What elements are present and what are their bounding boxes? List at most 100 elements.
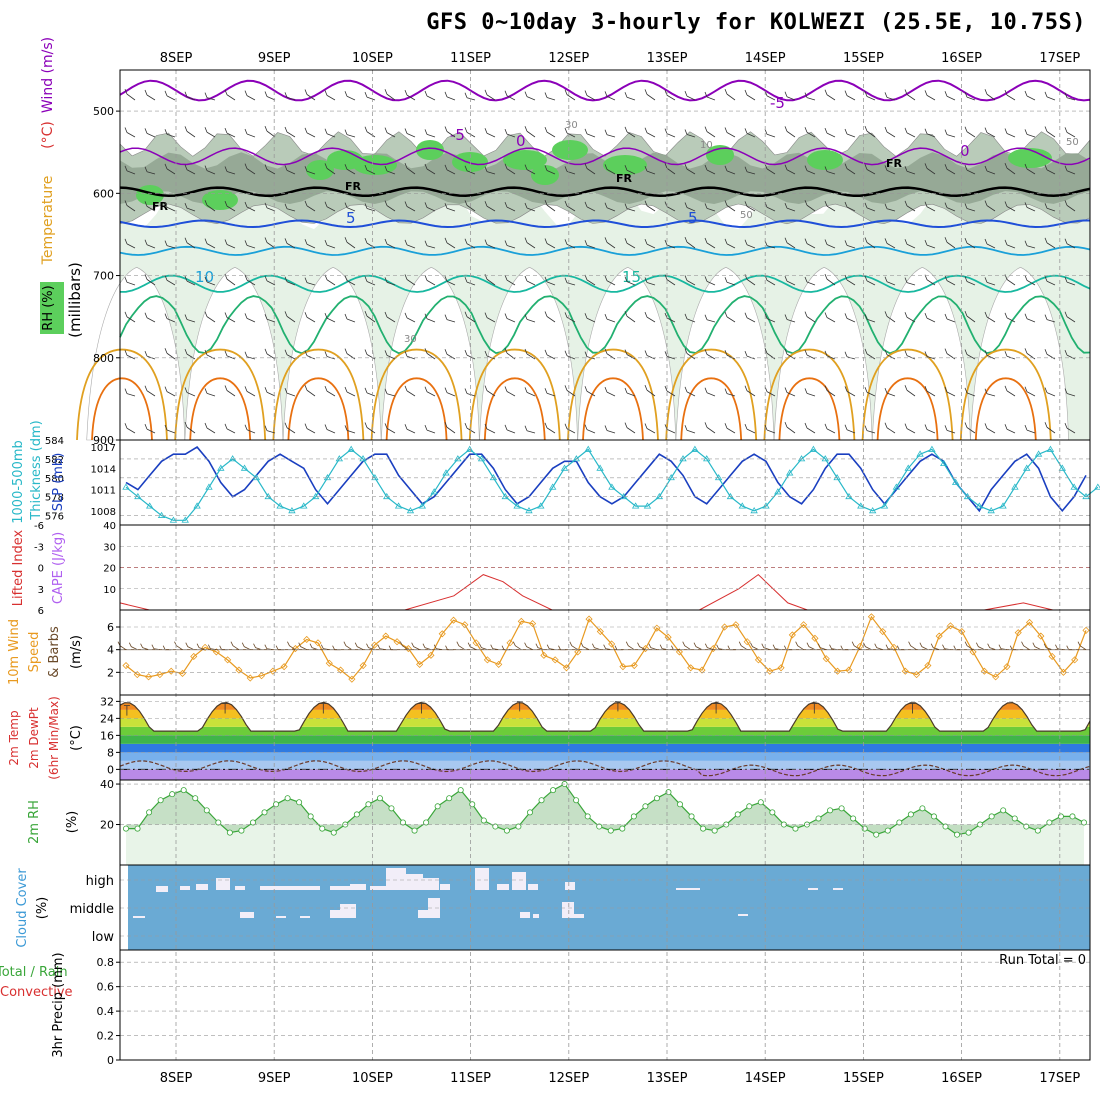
upper-wind-barb — [304, 312, 316, 323]
contour-label-10: 10 — [195, 268, 214, 286]
rh-2m-point — [492, 823, 499, 830]
upper-wind-barb — [164, 386, 176, 397]
contour-label-fr: FR — [345, 180, 362, 193]
cloud-bar — [180, 886, 190, 890]
upper-wind-barb — [704, 422, 716, 434]
upper-wind-barb — [944, 386, 956, 397]
upper-wind-barb — [604, 164, 616, 175]
panel-border — [119, 949, 1091, 1061]
wind-speed-point — [879, 627, 887, 636]
rh-2m-point — [1046, 819, 1053, 826]
wind-barb-10m — [975, 642, 985, 651]
upper-wind-barb — [504, 313, 516, 323]
upper-wind-barb — [504, 240, 516, 249]
upper-wind-barb — [1044, 349, 1056, 360]
upper-wind-barb — [1024, 129, 1036, 138]
upper-wind-barb — [204, 422, 216, 434]
upper-wind-barb — [804, 349, 816, 360]
upper-wind-barb — [884, 349, 896, 360]
thickness-point — [560, 464, 569, 471]
rh-2m-point — [1069, 813, 1076, 820]
upper-wind-barb — [224, 200, 236, 212]
wind-speed-point — [1082, 626, 1090, 634]
date-label-top: 11SEP — [450, 51, 491, 66]
cloud-level-label: middle — [70, 902, 114, 917]
upper-wind-barb — [724, 88, 736, 101]
thickness-point — [205, 483, 213, 490]
upper-wind-barb — [444, 164, 456, 175]
run-total-label: Run Total = 0 — [999, 953, 1086, 968]
upper-wind-barb — [984, 277, 996, 286]
wind-speed-point — [212, 648, 220, 656]
upper-wind-barb — [924, 385, 936, 397]
chart-title: GFS 0~10day 3-hourly for KOLWEZI (25.5E,… — [426, 10, 1086, 35]
upper-wind-barb — [624, 165, 636, 175]
wind-barb-10m — [829, 644, 838, 651]
rh-2m-point — [930, 813, 937, 820]
upper-wind-barb — [1064, 200, 1076, 212]
upper-wind-barb — [844, 90, 856, 101]
wind-barb-10m — [953, 645, 962, 651]
wind-barb-10m — [761, 643, 770, 651]
upper-wind-barb — [164, 348, 176, 360]
upper-wind-barb — [684, 425, 696, 434]
upper-wind-barb — [1064, 238, 1076, 249]
upper-wind-barb — [904, 350, 916, 360]
upper-wind-barb — [204, 388, 216, 397]
upper-wind-barb — [984, 423, 996, 434]
wind-barb-10m — [512, 641, 522, 650]
thickness-point — [394, 502, 403, 509]
upper-wind-barb — [904, 385, 916, 397]
wind-speed-point — [913, 671, 921, 679]
upper-wind-barb — [604, 313, 616, 323]
date-label-top: 17SEP — [1039, 51, 1080, 66]
upper-wind-barb — [444, 349, 456, 360]
upper-wind-barb — [244, 386, 256, 397]
temp-tick-label: 16 — [100, 729, 114, 742]
temp-10-contour — [119, 245, 1091, 256]
upper-wind-barb — [704, 349, 716, 360]
wind-barb-10m — [682, 641, 691, 650]
wind-speed-point — [269, 667, 277, 675]
wind-speed-point — [416, 660, 424, 668]
cloud-bar — [512, 872, 526, 890]
rh-green-blob — [503, 150, 547, 170]
cloud-bar — [240, 912, 254, 918]
upper-wind-barb — [204, 311, 216, 323]
upper-wind-barb — [384, 311, 396, 323]
thickness-point — [288, 507, 296, 514]
wind-barb-10m — [377, 644, 386, 651]
upper-wind-barb — [1024, 202, 1036, 212]
upper-wind-barb — [124, 88, 136, 101]
wind-barb-10m — [174, 641, 183, 650]
wind-speed-point — [608, 640, 616, 648]
thickness-point — [1058, 464, 1067, 471]
upper-wind-barb — [884, 165, 896, 175]
date-label-top: 15SEP — [843, 51, 884, 66]
upper-wind-barb — [464, 200, 476, 212]
upper-wind-barb — [544, 276, 556, 286]
upper-wind-barb — [164, 240, 176, 249]
thickness-point — [620, 492, 628, 500]
thickness-point — [548, 483, 557, 490]
temp-25-contour — [468, 348, 561, 441]
rh-2m-point — [134, 825, 141, 832]
upper-ytick-label: 600 — [93, 187, 114, 200]
wind-speed-point — [506, 639, 514, 647]
upper-wind-barb — [724, 238, 736, 249]
slp-tick-label: 1017 — [91, 443, 116, 454]
rh-2m-point — [584, 813, 591, 820]
upper-wind-barb — [304, 277, 316, 286]
upper-wind-barb — [544, 349, 556, 360]
ylabel-cape: CAPE (J/kg) — [51, 532, 66, 604]
wind-barb-10m — [275, 645, 285, 651]
wind-speed-point — [924, 661, 932, 670]
upper-wind-barb — [544, 199, 556, 212]
wind-tick-label: 2 — [107, 666, 114, 679]
thickness-point — [359, 455, 367, 462]
thickness-point — [454, 455, 462, 462]
rh-2m-point — [850, 815, 857, 822]
upper-wind-barb — [284, 165, 296, 175]
rh-2m-point — [792, 825, 799, 832]
upper-wind-barb — [144, 128, 156, 138]
